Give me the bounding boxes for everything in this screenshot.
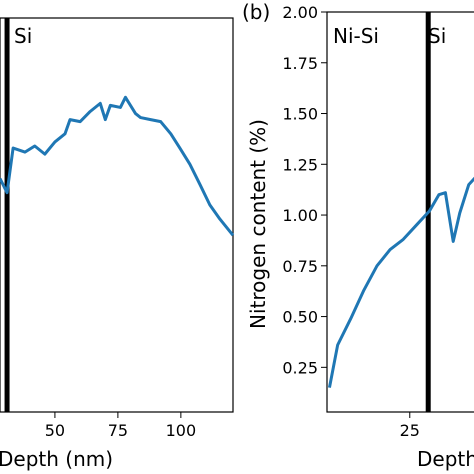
y-tick-label: 0.25 [282,358,318,377]
x-tick-label: 100 [166,421,197,440]
x-axis-label: Depth (nm) [0,447,113,471]
y-tick-label: 1.50 [282,105,318,124]
x-tick-label: 50 [45,421,65,440]
y-tick-label: 1.00 [282,206,318,225]
region-label: Ni-Si [333,24,379,48]
region-label: Si [14,24,32,48]
x-tick-label: 25 [400,421,420,440]
plot-frame [0,17,234,413]
panel-label: (b) [242,0,270,24]
y-tick-label: 1.75 [282,54,318,73]
region-label: Si [428,24,446,48]
y-axis-label: Nitrogen content (%) [246,119,270,329]
y-tick-label: 2.00 [282,3,318,22]
y-tick-label: 1.25 [282,155,318,174]
y-tick-label: 0.50 [282,308,318,327]
x-tick-label: 75 [108,421,128,440]
plot-frame [326,11,474,413]
data-line [0,95,235,237]
y-tick-label: 0.75 [282,257,318,276]
x-axis-label: Depth (nm) [417,447,474,471]
data-line [327,176,474,388]
